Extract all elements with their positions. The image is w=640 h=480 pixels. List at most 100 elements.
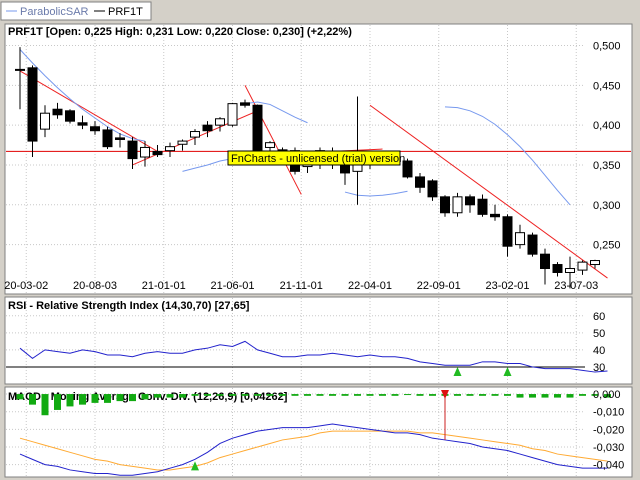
price-grid: [6, 25, 585, 293]
price-sar-series: [19, 49, 571, 206]
rsi-y-tick-label: 60: [593, 311, 605, 323]
macd-histogram-bar: [204, 394, 211, 396]
macd-line: [19, 423, 608, 476]
macd-y-axis: -0,040 -0,030 -0,020 -0,010 0,000: [593, 389, 624, 472]
macd-panel: MACD - Moving Average Conv. Div. (12,26,…: [4, 386, 633, 478]
macd-histogram-bar: [266, 394, 274, 396]
price-x-tick-label: 21-06-01: [210, 280, 254, 292]
candle-body: [102, 129, 113, 148]
legend-prf1t-label: PRF1T: [108, 6, 143, 18]
macd-histogram-bar: [529, 394, 536, 398]
price-y-tick-label: 0,250: [593, 240, 621, 252]
macd-histogram-bar: [479, 394, 486, 396]
macd-y-tick-label: -0,040: [593, 460, 624, 472]
macd-histogram-bar: [141, 394, 149, 400]
macd-histogram-bar: [354, 394, 361, 396]
macd-histogram-bar: [66, 394, 74, 407]
macd-histogram-bar: [366, 394, 374, 396]
macd-histogram-bar: [429, 394, 436, 396]
price-x-tick-label: 21-11-01: [280, 280, 323, 292]
candle-body: [415, 176, 425, 188]
price-x-tick-label: 20-08-03: [73, 280, 117, 292]
macd-histogram-bar: [91, 394, 99, 403]
candle-body: [152, 150, 163, 156]
rsi-y-tick-label: 30: [593, 362, 605, 374]
candle-body: [77, 122, 88, 126]
macd-histogram-bar: [79, 394, 86, 405]
macd-histogram-bar: [316, 394, 324, 396]
macd-histogram-bar: [566, 394, 574, 398]
macd-y-tick-label: 0,000: [593, 389, 621, 401]
candle-body: [265, 142, 275, 148]
macd-histogram-bar: [29, 394, 36, 405]
candle-body: [202, 124, 213, 132]
macd-buy-arrow: [191, 461, 199, 471]
sar-segment: [244, 101, 308, 124]
macd-histogram-bar: [491, 394, 499, 396]
candle-body: [190, 131, 200, 138]
rsi-series: [6, 340, 608, 376]
macd-histogram-bar: [279, 394, 286, 396]
macd-signal-line: [19, 430, 608, 471]
candle-body: [515, 232, 525, 246]
macd-histogram-bar: [504, 394, 511, 396]
candle-body: [140, 146, 150, 158]
price-x-tick-label: 21-01-01: [142, 280, 186, 292]
rsi-buy-arrow: [453, 366, 462, 376]
candle-body: [452, 196, 463, 214]
price-x-tick-label: 23-07-03: [554, 280, 598, 292]
macd-histogram-bar: [416, 394, 424, 396]
price-x-tick-label: 23-02-01: [485, 280, 529, 292]
macd-histogram-bar: [16, 394, 24, 400]
rsi-buy-arrow: [503, 366, 512, 376]
macd-histogram-bar: [254, 394, 261, 396]
candle-body: [52, 108, 63, 116]
price-title: PRF1T [Open: 0,225 High: 0,231 Low: 0,22…: [8, 26, 352, 38]
candle-body: [527, 234, 538, 255]
sar-segment: [19, 49, 146, 142]
candle-body: [490, 213, 500, 218]
price-x-tick-label: 20-03-02: [4, 280, 48, 292]
candle-body: [115, 137, 125, 140]
macd-histogram-bar: [154, 394, 161, 398]
candle-body: [577, 261, 588, 271]
candle-body: [90, 126, 100, 132]
macd-histogram-bar: [216, 394, 224, 396]
macd-histogram-bar: [466, 394, 474, 396]
candle-body: [565, 268, 575, 273]
macd-histogram-bar: [229, 394, 236, 396]
candle-body: [465, 196, 475, 206]
macd-histogram-bar: [391, 394, 399, 396]
macd-histogram-bar: [179, 394, 186, 398]
macd-histogram-bar: [191, 394, 199, 396]
rsi-line: [19, 340, 608, 373]
trend-line: [19, 70, 158, 152]
macd-histogram-bar: [104, 394, 111, 403]
macd-y-tick-label: -0,030: [593, 442, 624, 454]
candle-body: [252, 104, 263, 152]
price-x-axis: 20-03-02 20-08-03 21-01-01 21-06-01 21-11-01…: [4, 280, 598, 292]
macd-histogram-bar: [591, 394, 599, 396]
macd-histogram-bar: [291, 394, 299, 396]
price-y-axis: 0,250 0,300 0,350 0,400 0,450 0,500: [593, 41, 621, 252]
macd-histogram-bar: [329, 394, 336, 396]
price-x-tick-label: 22-09-01: [417, 280, 461, 292]
legend-bar: ParabolicSAR PRF1T: [0, 1, 152, 21]
rsi-y-tick-label: 40: [593, 345, 605, 357]
macd-histogram-bar: [116, 394, 124, 402]
macd-histogram-bar: [404, 394, 411, 396]
macd-grid: [6, 388, 585, 476]
macd-histogram-bar: [166, 394, 174, 398]
candle-body: [40, 112, 50, 130]
candle-body: [177, 140, 188, 145]
rsi-panel: RSI - Relative Strength Index (14,30,70)…: [4, 296, 633, 385]
macd-histogram-bar: [454, 394, 461, 396]
macd-histogram-bar: [41, 394, 49, 416]
macd-histogram-bar: [304, 394, 311, 396]
price-y-tick-label: 0,350: [593, 160, 621, 172]
candle-body: [427, 180, 438, 198]
candle-body: [127, 140, 138, 160]
macd-histogram-bar: [341, 394, 349, 396]
candle-body: [65, 110, 75, 122]
macd-histogram-bar: [541, 394, 549, 398]
